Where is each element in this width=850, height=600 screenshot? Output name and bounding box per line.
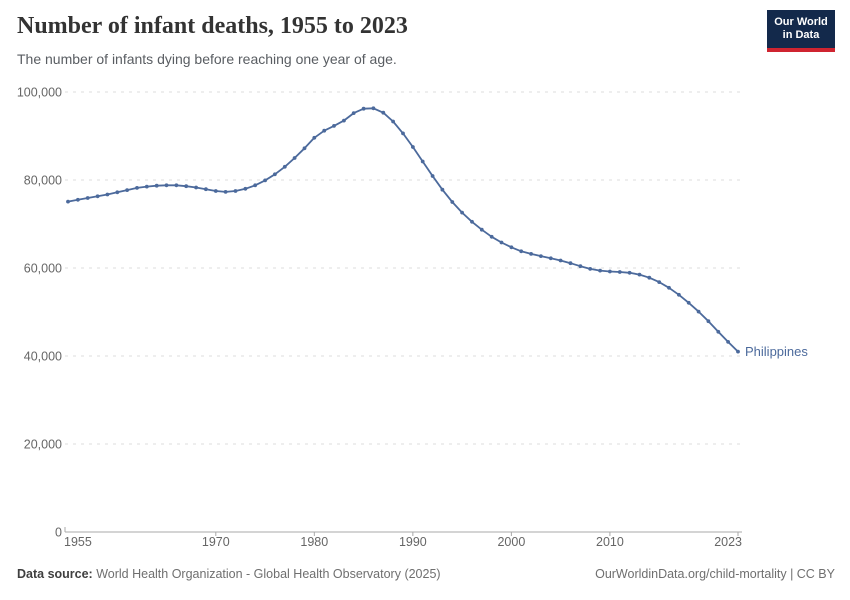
data-point	[411, 145, 415, 149]
data-point	[696, 309, 701, 314]
data-point	[243, 186, 248, 191]
data-point	[588, 267, 593, 271]
x-axis-tick-label: 2000	[497, 535, 525, 549]
data-point	[292, 156, 297, 160]
data-point	[381, 110, 386, 115]
data-point	[489, 234, 494, 239]
data-point	[736, 349, 740, 354]
data-point	[677, 292, 681, 297]
data-point	[174, 183, 179, 188]
data-point	[342, 118, 346, 123]
x-axis-tick-label: 1970	[202, 535, 230, 549]
data-point	[499, 240, 504, 245]
data-source-note: Data source: World Health Organization -…	[17, 567, 441, 581]
data-point	[637, 272, 642, 277]
data-point	[450, 200, 455, 204]
data-point	[608, 269, 612, 274]
data-point	[627, 270, 632, 275]
data-point	[548, 256, 553, 261]
data-point	[85, 196, 90, 200]
data-point	[440, 187, 445, 192]
series-end-label: Philippines	[745, 344, 808, 359]
data-point	[716, 329, 721, 334]
data-point	[430, 174, 435, 178]
owid-logo: Our World in Data	[767, 10, 835, 52]
data-source-label: Data source:	[17, 567, 93, 581]
data-point	[322, 128, 327, 133]
owid-logo-text: Our World in Data	[774, 16, 828, 41]
data-point	[657, 280, 662, 284]
y-axis-tick-label: 0	[55, 526, 62, 540]
data-point	[115, 190, 120, 195]
data-point	[233, 189, 238, 193]
page-title: Number of infant deaths, 1955 to 2023	[17, 13, 408, 39]
data-point	[460, 210, 464, 215]
data-point	[617, 270, 622, 274]
data-point	[144, 184, 149, 189]
data-point	[391, 119, 395, 124]
data-point	[361, 106, 366, 111]
data-point	[223, 190, 228, 194]
x-axis-tick-label: 1980	[300, 535, 328, 549]
data-point	[371, 106, 376, 111]
data-point	[213, 189, 218, 193]
data-point	[470, 219, 474, 224]
page-subtitle: The number of infants dying before reach…	[17, 51, 397, 67]
data-point	[598, 268, 602, 273]
data-point	[194, 185, 199, 190]
data-point	[95, 194, 100, 199]
data-point	[66, 199, 70, 204]
data-point	[312, 135, 317, 140]
x-axis-tick-label: 1990	[399, 535, 427, 549]
data-point	[686, 300, 691, 305]
data-point	[263, 178, 267, 183]
data-point	[726, 340, 730, 344]
y-axis-tick-label: 60,000	[24, 262, 62, 276]
data-point	[529, 252, 533, 256]
x-axis-tick-label: 2010	[596, 535, 624, 549]
data-point	[332, 124, 336, 128]
data-point	[273, 172, 277, 177]
y-axis-tick-label: 80,000	[24, 174, 62, 188]
x-axis-tick-label: 1955	[64, 535, 92, 549]
data-point	[184, 184, 189, 189]
data-point	[558, 258, 563, 263]
y-axis-tick-label: 20,000	[24, 438, 62, 452]
data-point	[282, 164, 287, 169]
data-point	[568, 261, 573, 266]
data-point	[479, 227, 484, 232]
data-point	[578, 264, 583, 269]
data-point	[519, 249, 524, 254]
data-point	[509, 245, 514, 250]
data-point	[76, 197, 80, 202]
data-point	[204, 187, 208, 192]
data-point	[135, 186, 139, 190]
data-source-value: World Health Organization - Global Healt…	[92, 567, 441, 581]
data-point	[105, 192, 110, 197]
data-point	[154, 183, 159, 188]
data-point	[647, 275, 652, 280]
data-point	[667, 285, 671, 290]
data-point	[125, 188, 129, 193]
data-point	[351, 111, 356, 115]
data-point	[420, 159, 425, 164]
data-point	[401, 131, 405, 136]
chart-footer: Data source: World Health Organization -…	[17, 567, 835, 581]
data-point	[706, 319, 711, 324]
y-axis-tick-label: 100,000	[17, 86, 62, 100]
series-line-philippines	[67, 107, 739, 353]
data-point	[164, 183, 169, 188]
y-axis-tick-label: 40,000	[24, 350, 62, 364]
data-point	[302, 146, 307, 151]
data-point	[253, 183, 258, 188]
attribution-note: OurWorldinData.org/child-mortality | CC …	[595, 567, 835, 581]
data-point	[539, 254, 543, 258]
x-axis-tick-label: 2023	[714, 535, 742, 549]
